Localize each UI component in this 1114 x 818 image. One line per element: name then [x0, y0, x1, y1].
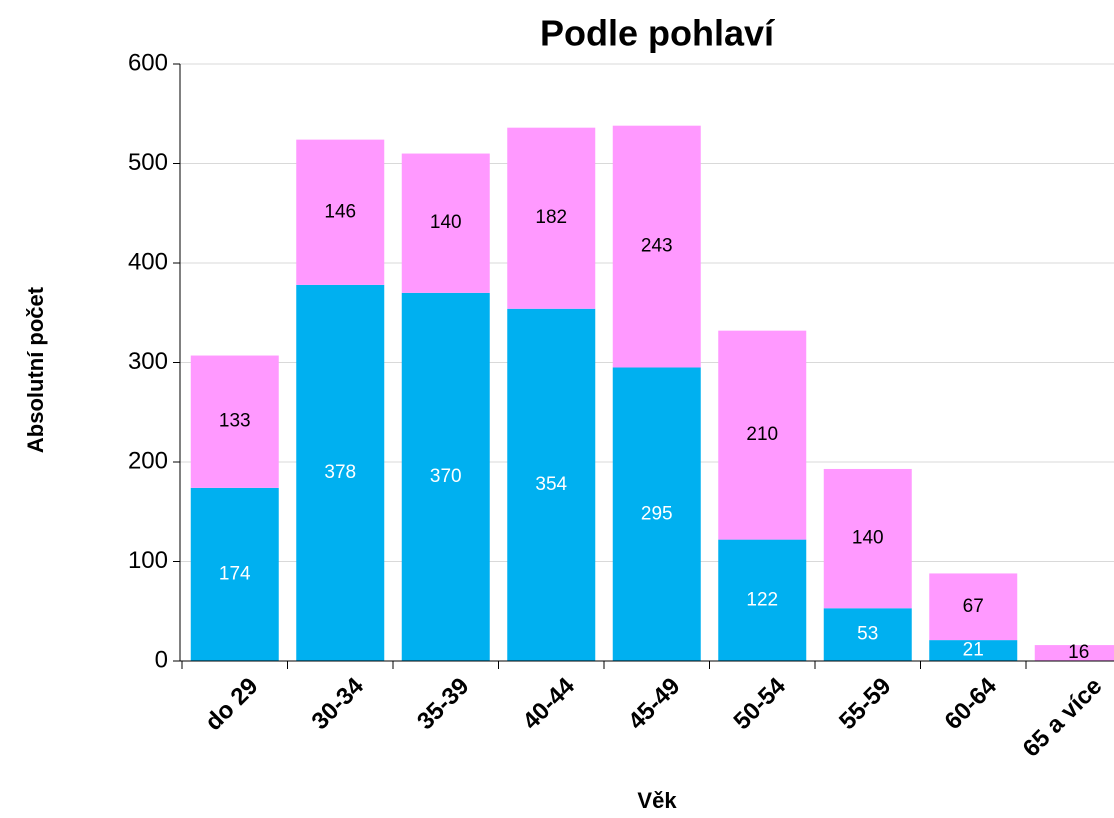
data-label: 140 — [852, 528, 884, 549]
x-tick-label: 50-54 — [728, 672, 791, 735]
bar-segment — [401, 292, 490, 661]
bar-segment — [507, 308, 596, 661]
data-label: 21 — [963, 640, 984, 661]
data-label: 370 — [430, 466, 462, 487]
x-tick-label: 40-44 — [517, 672, 580, 735]
bar-segment — [1034, 645, 1114, 661]
data-label: 378 — [324, 462, 356, 483]
data-label: 243 — [641, 236, 673, 257]
bar-segment — [929, 640, 1018, 661]
x-tick-label: 30-34 — [306, 672, 369, 735]
x-tick-label: 45-49 — [623, 673, 686, 736]
bar-segment — [296, 139, 385, 285]
bar-segment — [507, 127, 596, 309]
data-label: 133 — [219, 411, 251, 432]
chart-title: Podle pohlaví — [540, 13, 775, 54]
bar-segment — [190, 487, 279, 661]
x-tick-label: 55-59 — [834, 673, 897, 736]
y-tick-label: 500 — [128, 149, 168, 176]
data-label: 354 — [535, 474, 567, 495]
bar-segment — [612, 125, 701, 368]
x-tick-label: 60-64 — [939, 672, 1002, 735]
bar-segment — [718, 330, 807, 540]
y-tick-label: 600 — [128, 49, 168, 76]
y-tick-label: 0 — [155, 646, 168, 673]
data-label: 67 — [963, 596, 984, 617]
data-label: 146 — [324, 201, 356, 222]
x-axis-label: Věk — [637, 788, 677, 813]
y-tick-label: 400 — [128, 248, 168, 275]
bar-segment — [823, 608, 912, 661]
data-label: 16 — [1068, 642, 1089, 663]
bar-segment — [401, 153, 490, 293]
bar-segment — [296, 284, 385, 661]
y-tick-label: 100 — [128, 547, 168, 574]
data-label: 210 — [746, 424, 778, 445]
bar-segment — [190, 355, 279, 488]
data-label: 140 — [430, 212, 462, 233]
y-axis-label: Absolutní počet — [23, 286, 48, 453]
bar-segment — [929, 573, 1018, 641]
bar-segment — [718, 539, 807, 661]
data-label: 122 — [746, 589, 778, 610]
x-tick-label: 65 a více — [1018, 673, 1108, 763]
x-tick-label: do 29 — [200, 673, 263, 736]
data-label: 295 — [641, 503, 673, 524]
x-tick-label: 35-39 — [412, 673, 475, 736]
y-tick-label: 200 — [128, 447, 168, 474]
data-label: 174 — [219, 563, 251, 584]
y-tick-label: 300 — [128, 348, 168, 375]
data-label: 53 — [857, 624, 878, 645]
bar-segment — [612, 367, 701, 661]
data-label: 182 — [535, 207, 567, 228]
bar-segment — [823, 468, 912, 609]
